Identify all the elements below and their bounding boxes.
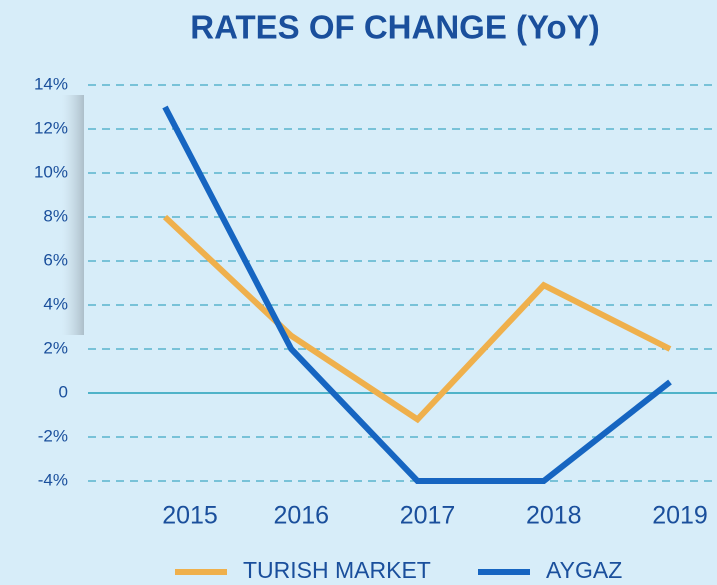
y-tick-label: 2%: [43, 338, 68, 357]
y-tick-label: 8%: [43, 206, 68, 225]
y-tick-label: 12%: [34, 118, 68, 137]
y-tick-label: -4%: [38, 470, 68, 489]
x-tick-label: 2017: [400, 502, 456, 530]
y-tick-label: 4%: [43, 294, 68, 313]
x-tick-label: 2018: [526, 502, 582, 530]
legend-label: AYGAZ: [546, 557, 622, 583]
chart-title: RATES OF CHANGE (YoY): [190, 9, 599, 46]
y-tick-label: 14%: [34, 74, 68, 93]
shadow: [62, 95, 84, 335]
legend-label: TURISH MARKET: [243, 557, 431, 583]
line: [162, 105, 672, 484]
y-tick-label: 0: [59, 382, 68, 401]
x-tick-label: 2015: [162, 502, 218, 530]
line: [162, 214, 672, 424]
y-tick-label: 6%: [43, 250, 68, 269]
y-tick-label: 10%: [34, 162, 68, 181]
x-tick-label: 2019: [652, 502, 708, 530]
y-tick-label: -2%: [38, 426, 68, 445]
x-tick-label: 2016: [273, 502, 329, 530]
